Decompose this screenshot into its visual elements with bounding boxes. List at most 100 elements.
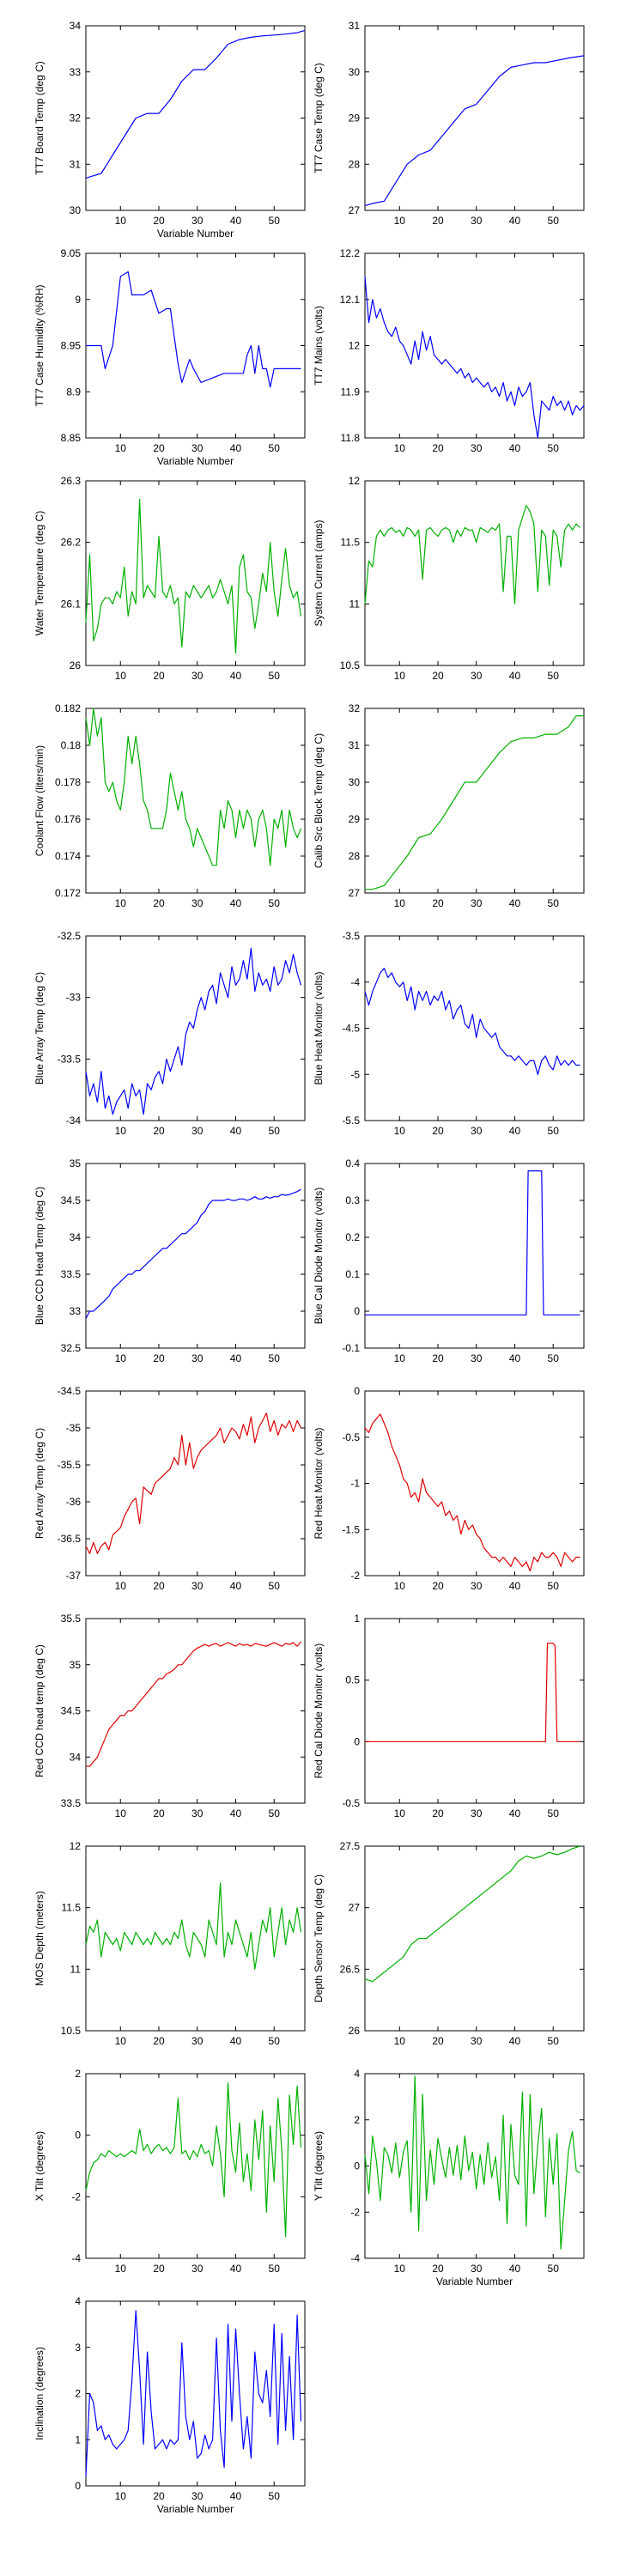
chart-9-plot-frame [85, 935, 306, 1121]
chart-13-ytick-label: -34.5 [58, 1385, 82, 1397]
chart-20-ytick-label: -4 [350, 2252, 360, 2264]
chart-3-ytick-label: 8.95 [61, 340, 82, 352]
chart-4-ytick-label: 12.2 [340, 247, 361, 259]
chart-9-series-line [85, 947, 302, 1115]
chart-17-series-line [85, 1882, 302, 1970]
chart-6-ytick-label: 11 [349, 598, 361, 610]
chart-2-plot-frame [364, 25, 585, 211]
chart-7-ytick-label: 0.182 [55, 702, 81, 714]
chart-14-ytick-label: -2 [350, 1570, 360, 1582]
chart-13-ytick-label: -37 [66, 1570, 82, 1582]
chart-1-ytick-label: 34 [70, 20, 82, 32]
chart-9-xtick-label: 50 [269, 1125, 281, 1137]
chart-20-ytick-label: 2 [354, 2114, 360, 2126]
chart-18-ytick-label: 26 [349, 2025, 361, 2037]
chart-6-y-axis-title: System Current (amps) [313, 519, 325, 626]
chart-4-ytick-label: 11.8 [341, 432, 361, 444]
chart-11-xtick-label: 10 [115, 1352, 127, 1364]
chart-13-ytick-label: -35 [66, 1422, 82, 1434]
chart-3-plot-frame [85, 252, 306, 439]
chart-2-xtick-label: 40 [509, 215, 521, 227]
chart-4-ytick-label: 12.1 [340, 294, 361, 306]
chart-10-ytick-label: -4 [350, 976, 360, 988]
chart-13-xtick-label: 50 [269, 1580, 281, 1592]
chart-6-series-line [364, 505, 580, 605]
chart-12-ytick-label: -0.1 [342, 1342, 360, 1354]
chart-20-ytick-label: -2 [350, 2206, 360, 2218]
chart-16-ytick-label: 1 [354, 1613, 360, 1625]
chart-2-xtick-label: 20 [432, 215, 444, 227]
chart-12-xtick-label: 50 [548, 1352, 560, 1364]
chart-19-y-axis-title: X Tilt (degrees) [33, 2131, 46, 2201]
chart-2-ytick-label: 29 [349, 112, 361, 125]
chart-1-xtick-label: 40 [230, 215, 242, 227]
chart-16-y-axis-title: Red Cal Diode Monitor (volts) [313, 1643, 325, 1778]
chart-15-xtick-label: 30 [191, 1807, 204, 1820]
chart-5-ytick-label: 26.2 [61, 537, 82, 549]
chart-11-xtick-label: 20 [153, 1352, 165, 1364]
chart-7-plot-frame [85, 708, 306, 894]
chart-5-xtick-label: 20 [153, 670, 165, 682]
chart-18-series-line [364, 1845, 580, 1983]
chart-16-ytick-label: 0.5 [345, 1674, 360, 1686]
chart-15-xtick-label: 50 [269, 1807, 281, 1820]
chart-17-xtick-label: 50 [269, 2035, 281, 2047]
chart-2-xtick-label: 50 [548, 215, 560, 227]
chart-10-ytick-label: -4.5 [342, 1023, 360, 1035]
chart-6-ytick-label: 10.5 [340, 659, 361, 671]
chart-20-y-axis-title: Y Tilt (degrees) [313, 2131, 325, 2201]
chart-8-xtick-label: 10 [394, 897, 406, 909]
chart-11-ytick-label: 34 [70, 1231, 82, 1243]
chart-5-y-axis-title: Water Temperature (deg C) [33, 511, 46, 635]
chart-15-ytick-label: 34 [70, 1751, 82, 1763]
chart-10-y-axis-title: Blue Heat Monitor (volts) [313, 971, 325, 1084]
chart-13-xtick-label: 40 [230, 1580, 242, 1592]
chart-9-ytick-label: -34 [66, 1115, 82, 1127]
chart-21-ytick-label: 3 [75, 2342, 81, 2354]
chart-15-ytick-label: 33.5 [61, 1797, 82, 1809]
chart-9-ytick-label: -33 [66, 992, 82, 1004]
chart-8-xtick-label: 50 [548, 897, 560, 909]
chart-11-ytick-label: 32.5 [61, 1342, 82, 1354]
chart-7-xtick-label: 10 [115, 897, 127, 909]
chart-1-ytick-label: 31 [70, 158, 82, 170]
chart-10-xtick-label: 20 [432, 1125, 444, 1137]
chart-16-xtick-label: 10 [394, 1807, 406, 1820]
chart-8-y-axis-title: Calib Src Block Temp (deg C) [313, 733, 325, 868]
chart-2-xtick-label: 30 [471, 215, 483, 227]
chart-16-series-line [365, 1643, 580, 1742]
chart-10-xtick-label: 30 [471, 1125, 483, 1137]
chart-14-xtick-label: 30 [471, 1580, 483, 1592]
chart-7-y-axis-title: Coolant Flow (liters/min) [33, 745, 46, 856]
chart-14-ytick-label: 0 [354, 1385, 360, 1397]
chart-16-plot-frame [364, 1618, 585, 1804]
chart-21-xtick-label: 20 [153, 2490, 165, 2502]
chart-17-ytick-label: 10.5 [61, 2025, 82, 2037]
chart-12-ytick-label: 0.1 [345, 1268, 360, 1280]
chart-21-xtick-label: 40 [230, 2490, 242, 2502]
chart-4-ytick-label: 12 [349, 340, 361, 352]
chart-11-ytick-label: 33 [70, 1305, 82, 1317]
chart-16-xtick-label: 30 [471, 1807, 483, 1820]
chart-11-y-axis-title: Blue CCD Head Temp (deg C) [33, 1187, 46, 1325]
chart-7-series-line [85, 708, 302, 866]
chart-1-ytick-label: 30 [70, 204, 82, 216]
chart-8-ytick-label: 28 [349, 850, 361, 862]
chart-19-xtick-label: 40 [230, 2263, 242, 2275]
chart-14-y-axis-title: Red Heat Monitor (volts) [313, 1427, 325, 1539]
chart-15-ytick-label: 35 [70, 1659, 82, 1671]
chart-19-series-line [85, 2082, 302, 2238]
chart-13-y-axis-title: Red Array Temp (deg C) [33, 1428, 46, 1539]
chart-7-xtick-label: 20 [153, 897, 165, 909]
chart-7-ytick-label: 0.18 [61, 739, 82, 751]
chart-21-xtick-label: 10 [115, 2490, 127, 2502]
chart-1-xtick-label: 30 [191, 215, 204, 227]
chart-8-plot-frame [364, 708, 585, 894]
chart-19-ytick-label: -2 [71, 2190, 81, 2202]
chart-6-xtick-label: 40 [509, 670, 521, 682]
chart-19-xtick-label: 50 [269, 2263, 281, 2275]
chart-21-xtick-label: 50 [269, 2490, 281, 2502]
chart-9-xtick-label: 20 [153, 1125, 165, 1137]
chart-15-y-axis-title: Red CCD head temp (deg C) [33, 1644, 46, 1777]
chart-11-ytick-label: 35 [70, 1157, 82, 1170]
